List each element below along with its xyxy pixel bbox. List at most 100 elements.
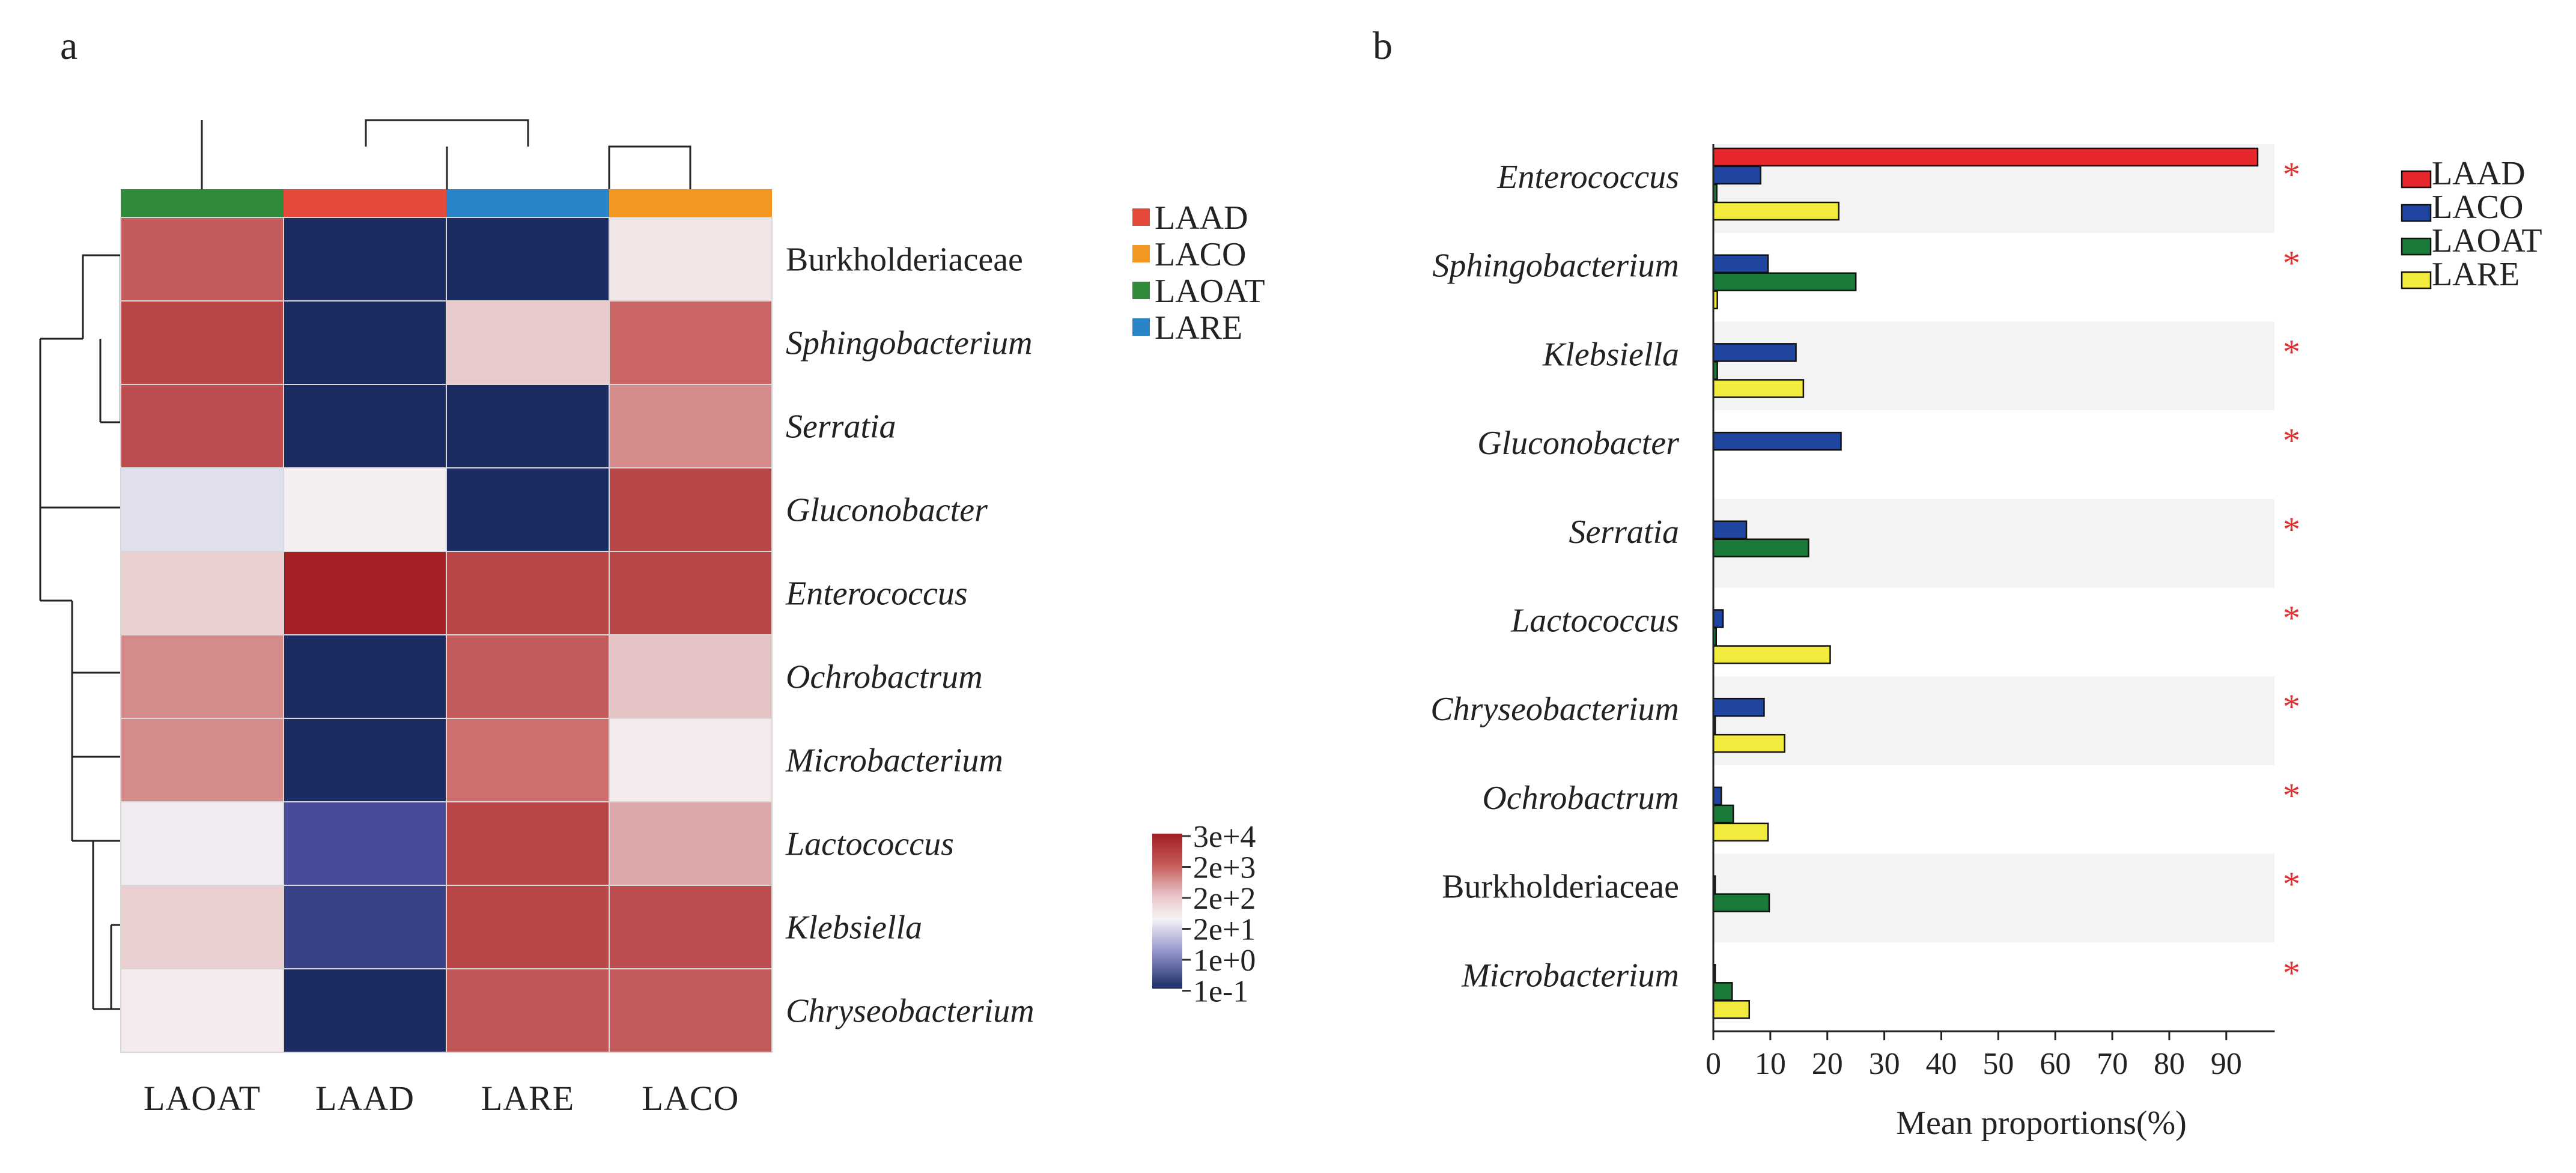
heatmap-cell: [120, 968, 284, 1053]
heatmap-cell: [609, 968, 773, 1053]
colorbar-labels: 3e+42e+32e+22e+11e+01e-1: [1182, 820, 1256, 1009]
heatmap-cell: [120, 300, 284, 385]
colorbar-label: 2e+1: [1193, 913, 1256, 947]
bar-legend-label-laoat: LAOAT: [2432, 222, 2542, 259]
heatmap-cell: [283, 384, 447, 468]
bar-laco: [1712, 343, 1797, 362]
heatmap-cell: [283, 885, 447, 969]
heatmap-cell: [120, 551, 284, 635]
bar-category-label: Sphingobacterium: [1432, 247, 1679, 285]
bar-lare: [1712, 379, 1805, 398]
bar-laco: [1712, 609, 1724, 628]
bar-laoat: [1712, 538, 1809, 558]
significance-star: *: [2283, 599, 2300, 638]
bar-laoat: [1712, 804, 1734, 824]
bar-laoat: [1712, 272, 1857, 291]
heatmap-row-label: Ochrobactrum: [786, 659, 983, 696]
bar-laoat: [1712, 893, 1770, 912]
bar-category-label: Enterococcus: [1496, 159, 1679, 196]
colorbar-label: 2e+2: [1193, 882, 1256, 916]
heatmap-row-label: Enterococcus: [785, 575, 968, 613]
row-band: [1713, 676, 2274, 765]
heatmap-cell: [120, 217, 284, 302]
significance-star: *: [2283, 865, 2300, 904]
bar-category-labels: Enterococcus Sphingobacterium Klebsiella Gl…: [1430, 159, 1679, 994]
heatmap-cell: [120, 634, 284, 719]
heatmap-cell: [446, 384, 610, 468]
bar-lare: [1712, 1000, 1751, 1019]
bar-laoat: [1712, 982, 1733, 1001]
colorbar-label: 3e+4: [1193, 820, 1256, 854]
bar-legend-label-laad: LAAD: [2432, 155, 2526, 192]
heatmap-cell: [609, 885, 773, 969]
bar-lare: [1712, 201, 1839, 221]
legend-label-laco: LACO: [1155, 236, 1246, 273]
heatmap-cell: [446, 551, 610, 635]
colorbar-label: 1e+0: [1193, 944, 1256, 978]
row-band: [1713, 321, 2274, 411]
bar-laco: [1712, 697, 1765, 717]
bar-legend-swatch-laco: [2401, 204, 2432, 222]
significance-star: *: [2283, 332, 2300, 371]
heatmap-cell: [609, 551, 773, 635]
heatmap-cell: [609, 634, 773, 719]
heatmap-cell: [283, 217, 447, 302]
x-tick-label: 70: [2097, 1047, 2128, 1081]
x-tick-label: 50: [1982, 1047, 2014, 1081]
bar-lare: [1712, 645, 1831, 664]
heatmap-cell: [283, 634, 447, 719]
heatmap-cell: [609, 718, 773, 802]
x-tick-label: 30: [1869, 1047, 1900, 1081]
column-color-laoat: [121, 189, 284, 217]
heatmap-cell: [609, 300, 773, 385]
heatmap-cell: [446, 467, 610, 552]
heatmap-column-label: LAOAT: [144, 1079, 261, 1118]
heatmap-cell: [446, 968, 610, 1053]
colorbar-gradient: [1152, 834, 1182, 989]
heatmap-row-label: Sphingobacterium: [786, 325, 1033, 362]
bar-legend-swatch-laad: [2401, 170, 2432, 189]
column-color-laco: [609, 189, 772, 217]
legend-swatch-laco: [1132, 245, 1150, 262]
bar-laco: [1712, 165, 1761, 185]
heatmap-column-label: LARE: [481, 1079, 574, 1118]
x-tick-label: 20: [1812, 1047, 1843, 1081]
bar-category-label: Klebsiella: [1542, 336, 1679, 373]
row-band: [1713, 853, 2274, 943]
heatmap-row-labels: Burkholderiaceae Sphingobacterium Serratia…: [785, 241, 1034, 1030]
bar-legend-swatch-laoat: [2401, 237, 2432, 256]
bar-lare: [1712, 733, 1785, 753]
legend-label-laoat: LAOAT: [1155, 273, 1265, 310]
panel-b-letter: b: [1373, 24, 1393, 68]
bar-category-label: Ochrobactrum: [1482, 780, 1679, 817]
significance-star: *: [2283, 421, 2300, 460]
bar-laco: [1712, 254, 1769, 273]
x-axis: 0 10 20 30 40 50 60 70 80 90: [1706, 144, 2275, 1081]
heatmap-cell: [283, 801, 447, 886]
heatmap-cell: [446, 718, 610, 802]
legend-label-lare: LARE: [1155, 309, 1242, 347]
heatmap-cell: [446, 885, 610, 969]
heatmap-row-label: Microbacterium: [785, 742, 1003, 780]
significance-star: *: [2283, 510, 2300, 549]
heatmap-row-label: Lactococcus: [785, 826, 954, 863]
x-tick-label: 40: [1925, 1047, 1957, 1081]
heatmap-cell: [283, 467, 447, 552]
bar-category-label: Microbacterium: [1461, 957, 1679, 994]
colorbar-label: 2e+3: [1193, 851, 1256, 885]
legend-swatch-lare: [1132, 318, 1150, 336]
bar-laco: [1712, 520, 1748, 540]
column-color-laad: [284, 189, 446, 217]
heatmap-cell: [609, 384, 773, 468]
significance-markers: * * * * * * * * * *: [2283, 155, 2300, 992]
heatmap-cell: [446, 801, 610, 886]
heatmap-row-label: Klebsiella: [785, 909, 922, 947]
bar-marks: [1712, 147, 2259, 1019]
heatmap-cell: [609, 217, 773, 302]
significance-star: *: [2283, 244, 2300, 283]
bar-laad: [1712, 147, 2259, 167]
column-color-lare: [446, 189, 609, 217]
x-tick-label: 90: [2211, 1047, 2242, 1081]
legend-label-laad: LAAD: [1155, 199, 1248, 237]
x-tick-label: 60: [2040, 1047, 2071, 1081]
